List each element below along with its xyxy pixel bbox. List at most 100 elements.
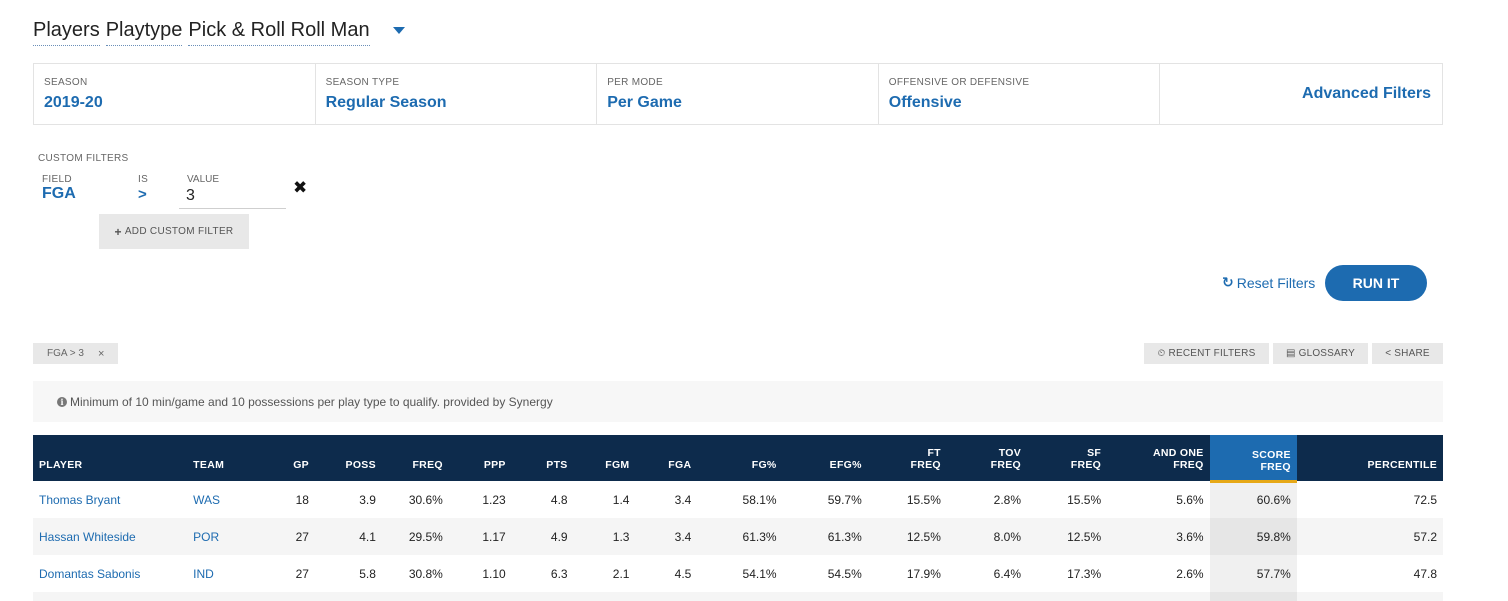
table-cell: 6.4% [993,566,1021,581]
close-icon[interactable]: × [97,347,105,360]
table-cell [635,592,698,601]
column-header[interactable]: FREQ [381,435,449,481]
custom-filter-field-label: FIELD [42,174,72,185]
add-custom-filter-button[interactable]: + ADD CUSTOM FILTER [99,214,249,249]
table-cell: 4.8 [550,492,568,507]
table-cell [33,592,188,601]
table-cell [867,592,947,601]
filter-value[interactable]: Regular Season [325,94,447,111]
table-cell: 3.4 [635,518,698,555]
column-header-label: FREQ [1260,460,1291,473]
filter-label: SEASON TYPE [325,77,400,88]
table-cell: 4.1 [314,518,382,555]
table-cell [1296,592,1443,601]
column-header[interactable]: EFG% [782,435,868,481]
title-players-dropdown[interactable]: Players [33,18,100,46]
table-cell: 17.3% [1067,566,1102,581]
column-header[interactable]: FG% [697,435,783,481]
column-header[interactable]: GP [252,435,315,481]
share-button[interactable]: < SHARE [1372,343,1443,364]
info-icon: i [57,396,67,407]
team-link[interactable]: IND [193,566,214,581]
custom-filter-field-select[interactable]: FGA [42,185,76,202]
table-cell: 1.17 [448,518,512,555]
column-header[interactable]: TOV FREQ [946,435,1027,481]
table-cell [381,592,449,601]
refresh-icon: ↻ [1222,274,1234,290]
column-header[interactable]: FGA [635,435,698,481]
column-header[interactable]: FGM [573,435,636,481]
notice-text: Minimum of 10 min/game and 10 possession… [70,394,553,409]
recent-filters-button[interactable]: ⏲ RECENT FILTERS [1144,343,1269,364]
filter-season-type[interactable]: SEASON TYPE Regular Season [316,64,598,124]
reset-filters-label: Reset Filters [1236,274,1316,291]
filter-value[interactable]: Per Game [607,94,682,111]
column-header[interactable]: PTS [511,435,574,481]
table-cell: 2.1 [612,566,630,581]
table-cell: 5.8 [359,566,376,581]
table-cell: 54.5% [827,566,862,581]
glossary-button[interactable]: ▤ GLOSSARY [1273,343,1368,364]
table-cell: 54.1% [742,566,777,581]
player-link[interactable]: Thomas Bryant [39,492,121,507]
column-header[interactable]: PERCENTILE [1296,435,1443,481]
column-header-label: GP [293,459,309,471]
filter-season[interactable]: SEASON 2019-20 [34,64,316,124]
add-custom-filter-label: ADD CUSTOM FILTER [124,226,234,237]
filter-bar: SEASON 2019-20 SEASON TYPE Regular Seaso… [33,63,1443,125]
table-cell: 5.6% [1176,492,1204,507]
player-link[interactable]: Domantas Sabonis [39,566,141,581]
column-header[interactable]: FT FREQ [867,435,947,481]
column-header-label: PLAYER [39,459,83,471]
custom-filter-is-label: IS [138,174,149,185]
column-header[interactable]: SF FREQ [1027,435,1108,481]
filter-offensive-defensive[interactable]: OFFENSIVE OR DEFENSIVE Offensive [879,64,1161,124]
table-cell: 4.5 [674,566,692,581]
team-link[interactable]: WAS [193,492,221,507]
table-cell [252,592,315,601]
column-header-label: FREQ [990,459,1021,471]
table-cell: 12.5% [867,518,947,555]
title-playtype-dropdown[interactable]: Playtype [105,18,183,46]
table-row: Thomas Bryant WAS 18 3.9 30.6% 1.23 4.8 1.4 3.4 5… [33,481,1443,518]
column-header-label: TOV [998,447,1021,459]
column-header-label: PPP [483,459,506,471]
table-cell: 3.4 [674,492,692,507]
active-filter-tag: FGA > 3 × [33,343,118,364]
table-body: Thomas Bryant WAS 18 3.9 30.6% 1.23 4.8 1.4 3.4 5… [33,481,1443,601]
column-header[interactable]: TEAM [187,435,253,481]
custom-filter-operator-select[interactable]: > [138,186,147,203]
column-header[interactable]: PLAYER [33,435,188,481]
plus-icon: + [114,224,122,239]
filter-value[interactable]: Offensive [888,94,962,111]
advanced-filters-link[interactable]: Advanced Filters [1302,85,1431,102]
table-cell: 27 [252,518,315,555]
column-header-label: FGA [668,459,692,471]
column-header[interactable]: SCORE FREQ [1209,435,1297,483]
filter-per-mode[interactable]: PER MODE Per Game [597,64,879,124]
column-header-label: FT [927,447,941,459]
close-icon[interactable]: ✖ [293,178,308,197]
run-it-button[interactable]: RUN IT [1325,265,1427,301]
table-cell: 18 [295,492,309,507]
reset-filters-link[interactable]: ↻ Reset Filters [1222,274,1315,291]
title-play-dropdown[interactable]: Pick & Roll Roll Man [188,18,370,46]
share-label: SHARE [1394,348,1430,359]
filter-value[interactable]: 2019-20 [44,94,103,111]
table-cell: 61.3% [782,518,868,555]
filter-label: OFFENSIVE OR DEFENSIVE [888,77,1030,88]
custom-filter-value-input[interactable] [186,187,276,205]
column-header-label: FREQ [1070,459,1102,471]
qualification-notice: i Minimum of 10 min/game and 10 possessi… [33,381,1443,422]
team-link[interactable]: POR [187,518,253,555]
column-header[interactable]: AND ONE FREQ [1107,435,1210,481]
custom-filter-value-box: VALUE [179,171,286,209]
player-link[interactable]: Hassan Whiteside [33,518,188,555]
column-header-label: PTS [546,459,568,471]
chevron-down-icon[interactable] [392,27,405,34]
table-cell: 3.6% [1107,518,1210,555]
column-header[interactable]: POSS [314,435,382,481]
table-cell: 15.5% [1067,492,1102,507]
column-header[interactable]: PPP [448,435,512,481]
table-cell: 1.10 [482,566,506,581]
